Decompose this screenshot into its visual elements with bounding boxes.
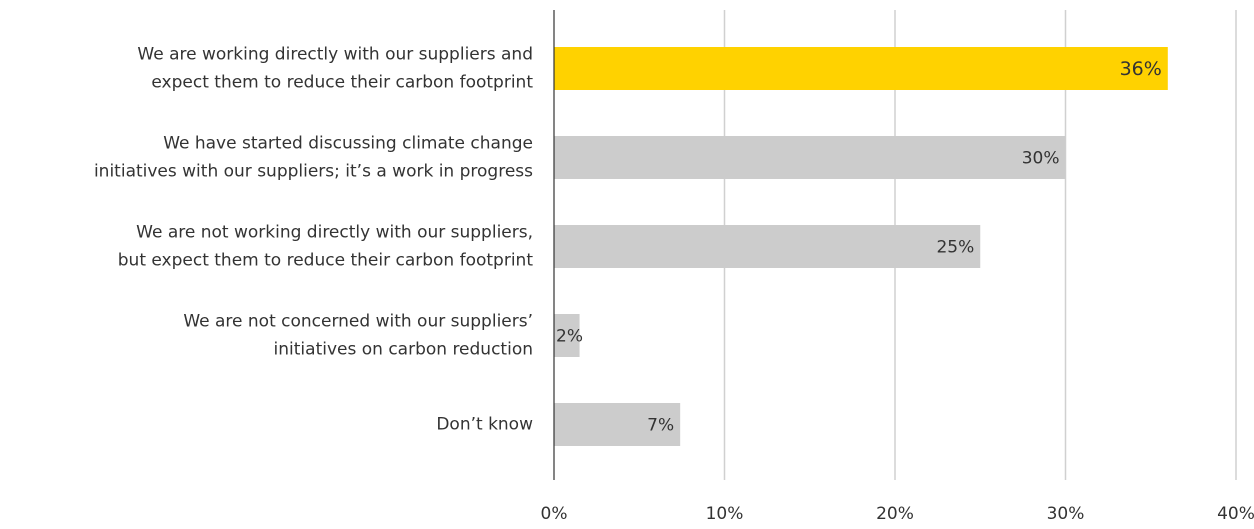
x-tick-label: 0% <box>541 504 568 524</box>
category-label: initiatives on carbon reduction <box>274 340 533 360</box>
category-label: We are not concerned with our suppliers’ <box>183 312 533 332</box>
bar <box>554 136 1066 179</box>
category-label: expect them to reduce their carbon footp… <box>151 73 533 93</box>
x-tick-label: 30% <box>1047 504 1085 524</box>
value-label: 36% <box>1120 58 1162 80</box>
category-label: We are not working directly with our sup… <box>136 223 533 243</box>
bar <box>554 403 681 446</box>
bar <box>554 314 580 357</box>
category-label: We have started discussing climate chang… <box>163 134 533 154</box>
value-label: 7% <box>647 416 674 436</box>
value-label: 2% <box>556 327 583 347</box>
bar <box>554 225 981 268</box>
bar <box>554 47 1168 90</box>
category-label: initiatives with our suppliers; it’s a w… <box>94 162 533 182</box>
value-label: 30% <box>1022 149 1060 169</box>
category-label: We are working directly with our supplie… <box>137 45 533 65</box>
x-tick-label: 40% <box>1217 504 1254 524</box>
x-tick-label: 10% <box>706 504 744 524</box>
x-tick-label: 20% <box>876 504 914 524</box>
value-label: 25% <box>936 238 974 258</box>
category-label: but expect them to reduce their carbon f… <box>118 251 534 271</box>
category-label: Don’t know <box>436 415 533 435</box>
